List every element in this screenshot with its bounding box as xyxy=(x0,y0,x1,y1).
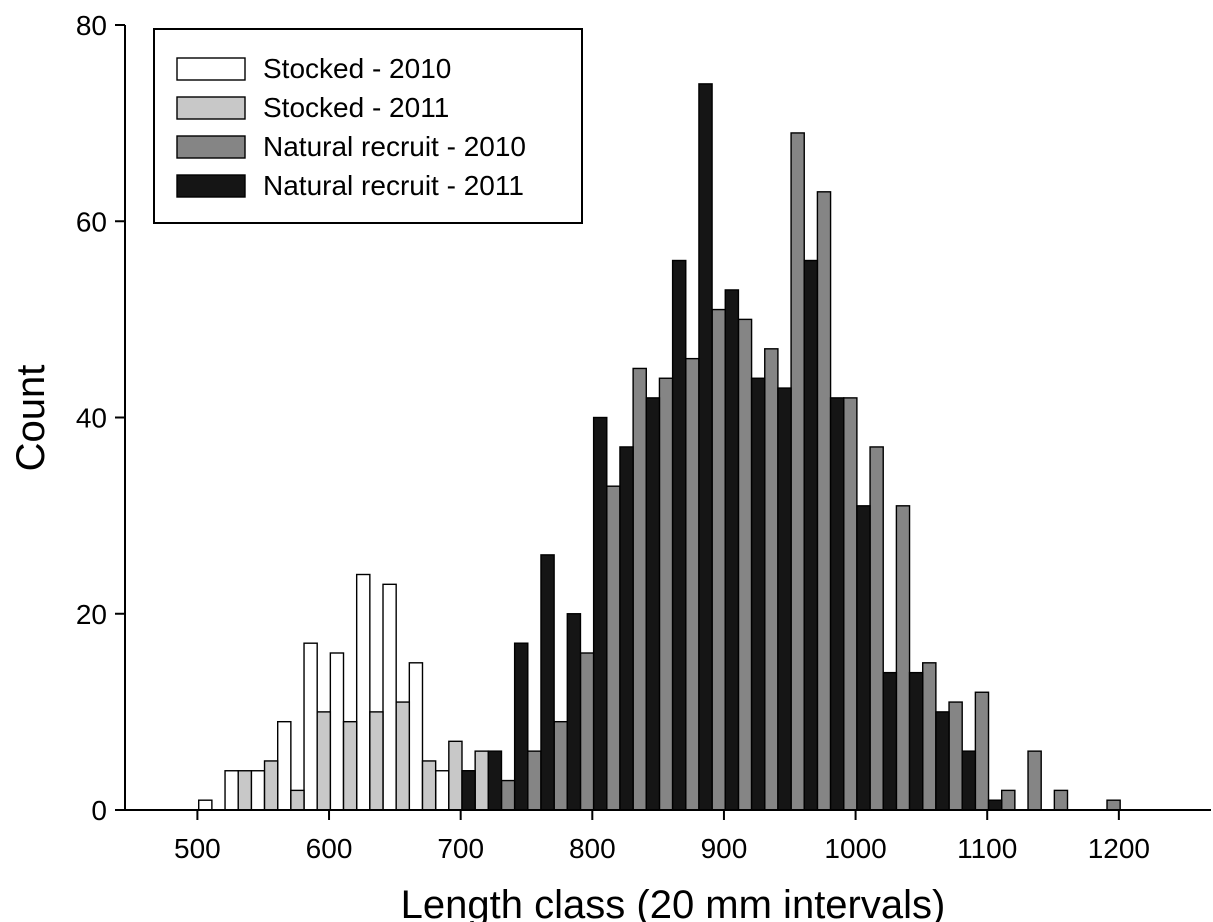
bar xyxy=(382,583,397,811)
x-tick-label: 600 xyxy=(306,833,353,864)
x-axis-ticks: 500 600 700 800 900 1000 1100 1200 xyxy=(174,810,1150,864)
bar xyxy=(829,397,845,811)
x-tick-label: 1000 xyxy=(824,833,886,864)
bar xyxy=(566,613,582,811)
y-tick-label: 20 xyxy=(76,599,107,630)
bar xyxy=(303,642,318,811)
bar xyxy=(316,711,332,811)
x-tick-label: 800 xyxy=(569,833,616,864)
bar xyxy=(500,779,516,811)
bar xyxy=(724,289,740,811)
legend-swatch xyxy=(176,135,246,159)
bar xyxy=(263,760,279,811)
bar xyxy=(803,259,819,811)
bar xyxy=(513,642,529,811)
bar xyxy=(987,799,1003,811)
legend: Stocked - 2010 Stocked - 2011 Natural recr… xyxy=(153,28,583,224)
bar xyxy=(619,446,634,811)
bar xyxy=(592,416,608,811)
bar xyxy=(974,691,990,811)
bar xyxy=(448,740,463,811)
bar xyxy=(237,770,253,811)
bar xyxy=(395,701,411,811)
legend-swatch xyxy=(176,96,246,120)
bar xyxy=(198,799,213,811)
bar xyxy=(816,191,832,811)
legend-label: Natural recruit - 2011 xyxy=(263,170,524,201)
x-axis-label: Length class (20 mm intervals) xyxy=(401,883,946,922)
bar xyxy=(355,573,371,811)
bar xyxy=(329,652,345,811)
bar xyxy=(579,652,595,811)
bar xyxy=(856,505,871,811)
bar xyxy=(408,662,424,811)
bar xyxy=(764,348,779,811)
bar xyxy=(685,357,700,811)
legend-swatch xyxy=(176,57,246,81)
y-axis-label: Count xyxy=(9,365,53,472)
bar xyxy=(1106,799,1121,811)
y-tick-label: 40 xyxy=(76,403,107,434)
x-tick-label: 1200 xyxy=(1088,833,1150,864)
y-axis-ticks: 0 20 40 60 80 xyxy=(76,10,125,826)
bar xyxy=(461,770,476,811)
x-tick-label: 1100 xyxy=(957,833,1017,864)
legend-label: Stocked - 2011 xyxy=(263,92,449,123)
bar xyxy=(606,485,621,811)
legend-label: Stocked - 2010 xyxy=(263,53,451,84)
bar xyxy=(277,720,292,811)
bar xyxy=(737,318,753,811)
y-tick-label: 80 xyxy=(76,10,107,41)
x-tick-label: 700 xyxy=(437,833,484,864)
x-tick-label: 900 xyxy=(701,833,748,864)
bar xyxy=(474,750,490,811)
bar xyxy=(632,367,647,811)
legend-swatch xyxy=(176,174,246,198)
bar xyxy=(869,446,884,811)
bars-layer xyxy=(198,83,1121,811)
bar xyxy=(553,720,568,811)
bar xyxy=(908,671,924,811)
bar xyxy=(1001,789,1016,811)
bar xyxy=(527,750,542,811)
bar xyxy=(658,377,674,811)
bar xyxy=(882,671,898,811)
bar xyxy=(961,750,977,811)
y-tick-label: 0 xyxy=(91,795,107,826)
y-tick-label: 60 xyxy=(76,206,107,237)
bar xyxy=(1053,789,1069,811)
bar xyxy=(711,308,726,811)
bar xyxy=(540,554,555,811)
bar xyxy=(948,701,963,811)
bar xyxy=(290,789,305,811)
legend-label: Natural recruit - 2010 xyxy=(263,131,526,162)
bar xyxy=(1027,750,1042,811)
bar xyxy=(250,770,266,811)
x-tick-label: 500 xyxy=(174,833,221,864)
bar xyxy=(342,720,358,811)
bar xyxy=(369,711,384,811)
bar xyxy=(645,397,661,811)
bar xyxy=(790,132,805,811)
bar xyxy=(224,770,239,811)
bar xyxy=(487,750,503,811)
bar xyxy=(421,760,437,811)
bar xyxy=(895,505,911,811)
bar xyxy=(750,377,766,811)
bar xyxy=(698,83,713,811)
bar xyxy=(935,711,950,811)
bar xyxy=(434,770,450,811)
bar xyxy=(777,387,792,811)
bar xyxy=(671,259,687,811)
bar xyxy=(843,397,858,811)
bar xyxy=(922,662,937,811)
